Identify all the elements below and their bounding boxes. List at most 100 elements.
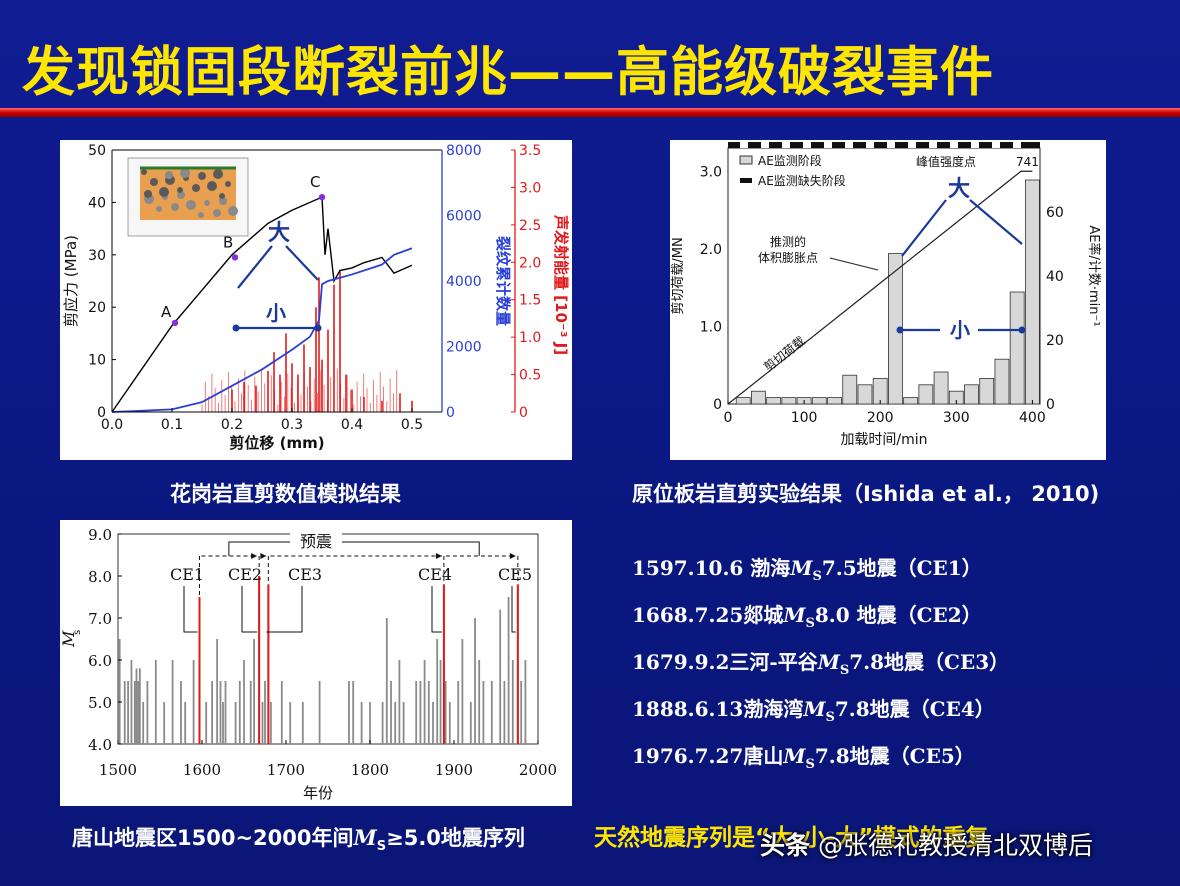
event-pointer bbox=[183, 586, 198, 633]
panel-tangshan-sequence: CE1 CE2 CE3 CE4 CE5 预震 1500 1600 1700 1800 1900 200… bbox=[60, 520, 572, 806]
small-label: 小 bbox=[266, 301, 286, 325]
specimen-grain bbox=[213, 209, 221, 217]
event-magnitude-symbol: M bbox=[803, 697, 826, 721]
right-tick-label: 1.5 bbox=[519, 293, 541, 309]
event-pointer bbox=[511, 586, 516, 633]
stress-point-label: B bbox=[223, 233, 233, 251]
foreshock-arrow bbox=[251, 553, 258, 559]
specimen-grain bbox=[198, 172, 206, 180]
left-tick-label: 10 bbox=[88, 353, 106, 369]
right-tick-label: 20 bbox=[1046, 333, 1064, 349]
stress-curve bbox=[111, 196, 413, 413]
dilatancy-label: 推测的 bbox=[770, 234, 806, 249]
specimen-grain bbox=[198, 212, 204, 218]
event-label: CE5 bbox=[498, 565, 532, 584]
ae-rate-bar bbox=[751, 390, 766, 405]
ae-rate-bar bbox=[735, 397, 751, 405]
ae-strip-gap bbox=[824, 142, 832, 148]
specimen-grain bbox=[228, 206, 238, 216]
big-label: 大 bbox=[948, 177, 970, 202]
x-tick-label: 0.1 bbox=[161, 417, 183, 433]
mid-tick-label: 6000 bbox=[446, 209, 482, 225]
specimen-grain bbox=[225, 181, 231, 187]
specimen-grain bbox=[156, 206, 162, 212]
event-pointer bbox=[266, 586, 303, 633]
caption-tangshan: 唐山地震区1500~2000年间MS≥5.0地震序列 bbox=[72, 825, 525, 855]
y-tick-label: 6.0 bbox=[88, 652, 112, 670]
event-magnitude-symbol: M bbox=[783, 744, 806, 768]
specimen-grain bbox=[159, 187, 169, 197]
left-axis-label: 剪切荷载/MN bbox=[670, 237, 686, 314]
right-tick-label: 1.0 bbox=[519, 330, 541, 346]
x-axis-label: 年份 bbox=[303, 784, 333, 802]
right-tick-label: 2.0 bbox=[519, 255, 541, 271]
x-tick-label: 1500 bbox=[99, 761, 137, 779]
specimen-grain bbox=[219, 197, 227, 205]
x-tick-label: 1800 bbox=[351, 761, 389, 779]
ae-rate-bar bbox=[918, 384, 934, 405]
y-tick-label: 7.0 bbox=[88, 610, 112, 628]
stress-point-marker bbox=[171, 319, 179, 327]
event-magnitude: 7.5地震（CE1） bbox=[821, 556, 982, 580]
right-tick-label: 0.5 bbox=[519, 368, 541, 384]
panel-slate-experiment: 0 100 200 300 400 0 1.0 2.0 3.0 0 20 40 60 加载时间/min 剪切… bbox=[670, 140, 1106, 460]
panel-granite-simulation: 0.0 0.1 0.2 0.3 0.4 0.5 0 10 20 30 40 50 0 2000 4000 60… bbox=[60, 140, 572, 460]
left-tick-label: 0 bbox=[97, 405, 106, 421]
ae-strip-gap bbox=[761, 142, 769, 148]
event-item: 1888.6.13渤海湾MS7.8地震（CE4） bbox=[632, 693, 995, 725]
mid-tick-label: 8000 bbox=[446, 143, 482, 159]
right-tick-label: 60 bbox=[1046, 205, 1064, 221]
y-tick-label: 5.0 bbox=[88, 694, 112, 712]
tangshan-sequence-chart: CE1 CE2 CE3 CE4 CE5 预震 1500 1600 1700 1800 1900 200… bbox=[60, 526, 557, 802]
foreshock-label: 预震 bbox=[300, 532, 332, 551]
ae-strip-gap bbox=[950, 142, 958, 148]
ae-strip-gap bbox=[845, 142, 853, 148]
ae-strip-gap bbox=[929, 142, 937, 148]
small-label: 小 bbox=[950, 318, 970, 342]
right-tick-label: 2.5 bbox=[519, 218, 541, 234]
specimen-grain bbox=[207, 181, 217, 191]
y-axis-label-sub: s bbox=[72, 630, 83, 635]
ae-rate-bar bbox=[842, 374, 858, 405]
specimen-grain bbox=[192, 184, 200, 192]
ae-rate-bar bbox=[857, 384, 873, 405]
plot-frame bbox=[117, 533, 539, 745]
event-magnitude-sub: S bbox=[805, 757, 815, 772]
mid-tick-label: 0 bbox=[446, 405, 455, 421]
y-tick-label: 9.0 bbox=[88, 526, 112, 544]
title-divider bbox=[0, 108, 1180, 117]
legend-swatch-monitored bbox=[739, 155, 753, 165]
big-label: 大 bbox=[268, 221, 290, 246]
plot-frame bbox=[727, 147, 1041, 405]
left-tick-label: 40 bbox=[88, 195, 106, 211]
event-magnitude-sub: S bbox=[825, 710, 835, 725]
event-magnitude-sub: S bbox=[805, 616, 815, 631]
left-tick-label: 1.0 bbox=[700, 319, 722, 335]
legend-monitored: AE监测阶段 bbox=[758, 153, 822, 168]
big-arrow-right bbox=[285, 245, 319, 281]
specimen-grain bbox=[219, 193, 225, 199]
event-magnitude: 8.0 地震（CE2） bbox=[814, 603, 982, 627]
left-tick-label: 0 bbox=[713, 397, 722, 413]
event-place: 1597.10.6 渤海 bbox=[632, 556, 791, 580]
ae-rate-bar bbox=[1024, 179, 1040, 405]
x-axis-label: 剪位移 (mm) bbox=[229, 434, 324, 452]
event-magnitude-symbol: M bbox=[790, 556, 813, 580]
event-place: 1976.7.27唐山 bbox=[632, 744, 784, 768]
event-magnitude-symbol: M bbox=[783, 603, 806, 627]
legend-missing: AE监测缺失阶段 bbox=[758, 173, 846, 188]
event-label: CE4 bbox=[418, 565, 452, 584]
ae-rate-bar bbox=[827, 397, 842, 405]
ae-rate-bar bbox=[811, 397, 827, 405]
slate-shear-chart: 0 100 200 300 40001.02.03.00204060加载时间/min剪切… bbox=[670, 142, 1102, 448]
ae-rate-bar bbox=[994, 358, 1010, 405]
event-item: 1679.9.2三河-平谷MS7.8地震（CE3） bbox=[632, 646, 1009, 678]
peak-label: 峰值强度点 bbox=[916, 154, 976, 169]
dilatancy-label: 体积膨胀点 bbox=[758, 251, 818, 265]
event-pointer bbox=[241, 586, 258, 633]
foreshock-brace bbox=[228, 541, 480, 556]
shear-load-line bbox=[727, 170, 1033, 405]
event-item: 1668.7.25郯城MS8.0 地震（CE2） bbox=[632, 599, 982, 631]
ae-strip-gap bbox=[740, 142, 748, 148]
specimen-grain bbox=[177, 187, 183, 193]
